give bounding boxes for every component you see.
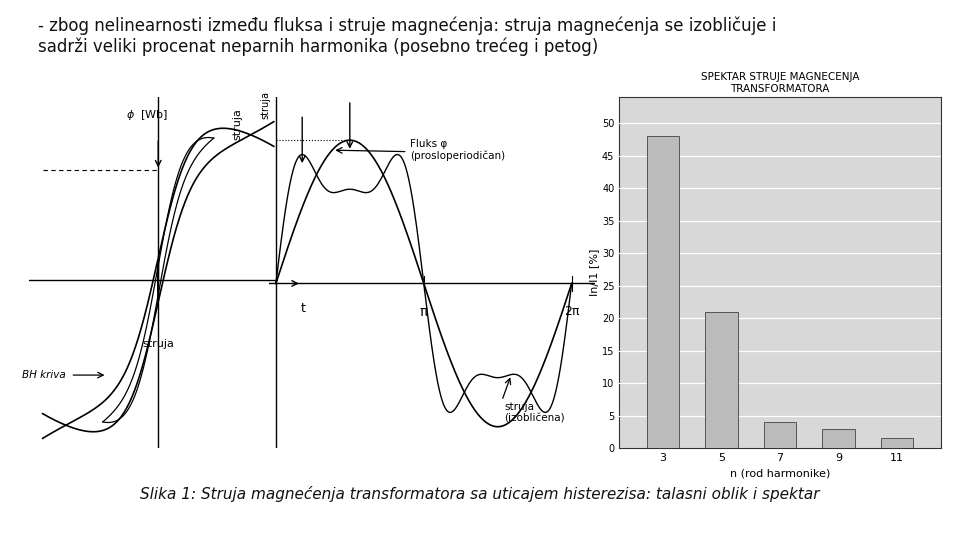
Bar — [823, 429, 854, 448]
Text: $\phi$  [Wb]: $\phi$ [Wb] — [126, 108, 168, 122]
Text: - zbog nelinearnosti između fluksa i struje magnećenja: struja magnećenja se izo: - zbog nelinearnosti između fluksa i str… — [38, 16, 777, 56]
Bar — [764, 422, 796, 448]
Bar — [647, 136, 679, 448]
Title: SPEKTAR STRUJE MAGNECENJA
TRANSFORMATORA: SPEKTAR STRUJE MAGNECENJA TRANSFORMATORA — [701, 72, 859, 93]
Bar — [881, 438, 913, 448]
Text: struja: struja — [260, 91, 270, 119]
Text: BH kriva: BH kriva — [22, 370, 66, 380]
Bar — [706, 312, 737, 448]
Text: Fluks φ
(prosloperiodičan): Fluks φ (prosloperiodičan) — [410, 139, 505, 161]
Text: t: t — [300, 302, 305, 315]
Text: struja: struja — [232, 108, 243, 140]
Text: struja
(izobličena): struja (izobličena) — [504, 402, 564, 424]
X-axis label: n (rod harmonike): n (rod harmonike) — [730, 469, 830, 478]
Y-axis label: In/I1 [%]: In/I1 [%] — [589, 249, 599, 296]
Text: 2π: 2π — [564, 305, 579, 318]
Text: struja: struja — [142, 339, 174, 348]
Text: Slika 1: Struja magnećenja transformatora sa uticajem histerezisa: talasni oblik: Slika 1: Struja magnećenja transformator… — [140, 486, 820, 502]
Text: π: π — [420, 305, 428, 319]
